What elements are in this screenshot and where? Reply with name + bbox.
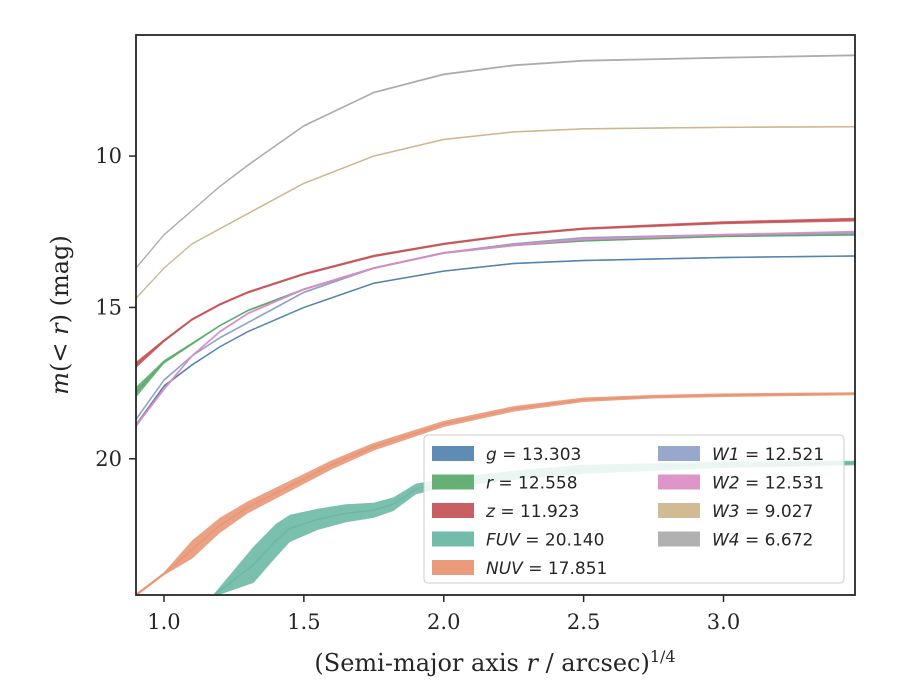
series-line-w2	[136, 231, 855, 426]
legend-swatch-fuv	[432, 531, 474, 547]
series-line-z	[136, 218, 855, 366]
legend-label-nuv: NUV = 17.851	[486, 559, 607, 579]
legend-swatch-w4	[658, 531, 700, 547]
legend-label-w2: W2 = 12.531	[712, 474, 824, 494]
legend-swatch-w3	[658, 503, 700, 518]
y-tick-label: 20	[95, 447, 122, 471]
ticks-layer: 1.0 1.5 2.0 2.5 3.0 10 15 20	[95, 144, 740, 634]
x-tick-label: 3.0	[707, 610, 740, 634]
legend-swatch-z	[432, 503, 474, 518]
series-line-w1	[136, 232, 855, 420]
plot-frame	[135, 34, 856, 596]
legend-swatch-nuv	[432, 560, 474, 575]
x-tick-label: 2.5	[567, 610, 600, 634]
legend-label-w4: W4 = 6.672	[712, 531, 813, 551]
legend-frame	[423, 434, 845, 584]
series-band-w2	[136, 230, 855, 428]
legend-label-g: g = 13.303	[486, 445, 581, 465]
x-tick-label: 2.0	[427, 610, 460, 634]
series-band-nuv	[136, 392, 855, 595]
y-tick-label: 10	[95, 144, 122, 168]
series-band-g	[136, 255, 855, 428]
legend-swatch-w2	[658, 474, 700, 490]
series-band-w1	[136, 232, 855, 421]
series-line-w3	[136, 126, 855, 299]
series-layer	[136, 54, 855, 595]
legend: g = 13.303 r = 12.558 z = 11.923 FUV = 20.1…	[423, 434, 845, 584]
legend-label-r: r = 12.558	[486, 474, 578, 494]
legend-label-z: z = 11.923	[485, 502, 579, 522]
y-axis-label: m(< r) (mag)	[46, 235, 74, 395]
legend-label-w3: W3 = 9.027	[712, 502, 813, 522]
legend-swatch-r	[432, 474, 474, 490]
legend-label-fuv: FUV = 20.140	[486, 531, 604, 551]
legend-swatch-w1	[658, 446, 700, 461]
series-line-w4	[136, 54, 855, 269]
y-tick-label: 15	[95, 295, 122, 319]
series-band-z	[136, 217, 855, 368]
x-tick-label: 1.5	[287, 610, 320, 634]
x-axis-label: (Semi-major axis r / arcsec)1/4	[314, 647, 675, 678]
series-line-g	[136, 255, 855, 426]
legend-label-w1: W1 = 12.521	[712, 445, 824, 465]
series-band-w3	[136, 126, 855, 300]
legend-swatch-g	[432, 446, 474, 461]
series-line-nuv	[136, 393, 855, 595]
x-tick-label: 1.0	[147, 610, 180, 634]
